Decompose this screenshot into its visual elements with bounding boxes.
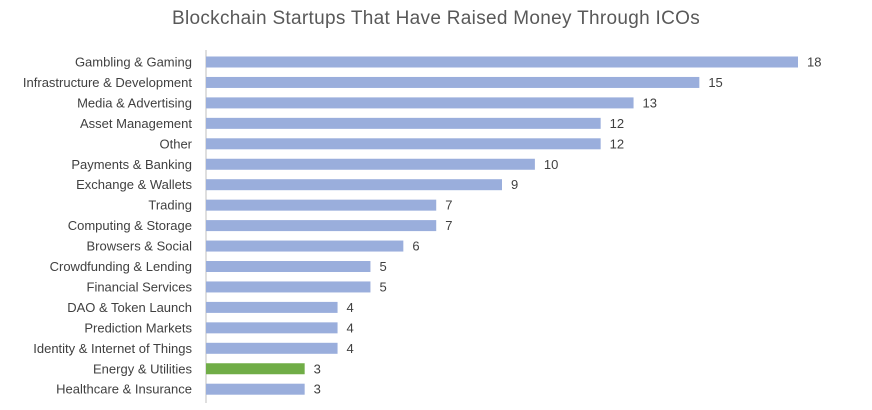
category-label: Exchange & Wallets — [76, 177, 192, 192]
category-label: Gambling & Gaming — [75, 55, 192, 70]
bar — [206, 240, 404, 252]
category-label: Crowdfunding & Lending — [50, 259, 192, 274]
data-label: 10 — [544, 157, 558, 172]
category-label: Healthcare & Insurance — [56, 382, 192, 397]
bar — [206, 281, 371, 293]
data-label: 15 — [708, 75, 722, 90]
data-label: 3 — [314, 361, 321, 376]
category-label: Computing & Storage — [68, 218, 192, 233]
data-label: 12 — [610, 116, 624, 131]
data-label: 4 — [347, 300, 354, 315]
bar — [206, 97, 634, 109]
bar — [206, 117, 601, 129]
data-label: 18 — [807, 55, 821, 70]
data-label: 4 — [347, 341, 354, 356]
category-label: Energy & Utilities — [93, 361, 192, 376]
bar — [206, 342, 338, 354]
bar — [206, 261, 371, 272]
data-label: 7 — [445, 218, 452, 233]
data-label: 7 — [445, 198, 452, 213]
bar — [206, 383, 305, 395]
bar — [206, 363, 305, 375]
data-label: 5 — [379, 259, 386, 274]
bar — [206, 179, 502, 191]
category-label: Prediction Markets — [84, 320, 192, 335]
category-label: DAO & Token Launch — [67, 300, 192, 315]
bar — [206, 138, 601, 150]
bar — [206, 322, 338, 334]
category-label: Media & Advertising — [77, 95, 192, 110]
data-label: 13 — [643, 95, 657, 110]
bar — [206, 220, 437, 232]
bar — [206, 56, 798, 68]
category-label: Identity & Internet of Things — [33, 341, 192, 356]
category-label: Infrastructure & Development — [23, 75, 192, 90]
category-label: Financial Services — [87, 279, 193, 294]
category-label: Payments & Banking — [71, 157, 192, 172]
data-label: 4 — [347, 320, 354, 335]
bar — [206, 158, 535, 170]
bar — [206, 76, 700, 88]
category-label: Trading — [148, 198, 192, 213]
data-label: 9 — [511, 177, 518, 192]
bar — [206, 199, 437, 211]
chart-title: Blockchain Startups That Have Raised Mon… — [172, 8, 700, 29]
data-label: 3 — [314, 382, 321, 397]
data-label: 6 — [412, 239, 419, 254]
category-label: Other — [159, 136, 192, 151]
data-label: 12 — [610, 136, 624, 151]
bar — [206, 301, 338, 313]
data-label: 5 — [379, 279, 386, 294]
category-label: Browsers & Social — [87, 239, 193, 254]
category-label: Asset Management — [80, 116, 192, 131]
